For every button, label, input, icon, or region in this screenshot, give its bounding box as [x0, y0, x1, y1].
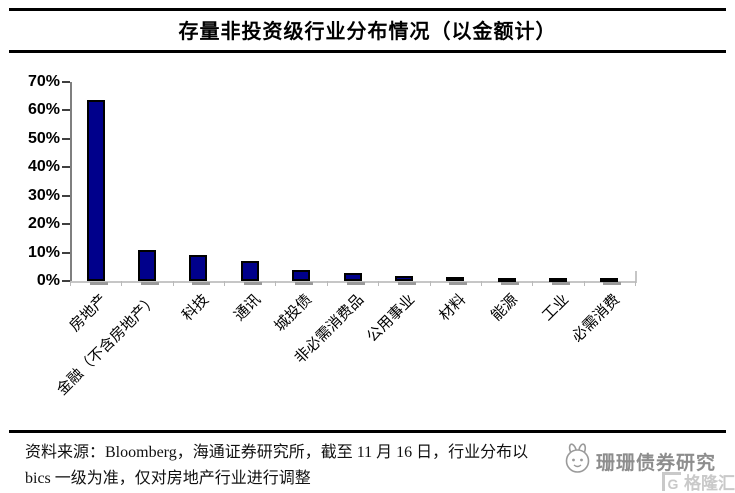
- title-divider: [9, 50, 726, 53]
- bar-shadow: [243, 282, 262, 285]
- chart-title: 存量非投资级行业分布情况（以金额计）: [178, 21, 557, 43]
- gelonghui-g-icon: G: [662, 472, 681, 492]
- bar-shadow: [603, 282, 622, 285]
- bar-chart: 0% 10% 20% 30% 40% 50% 60% 70% 房地产 金融（不含房地产） 科技 通讯城…: [0, 60, 735, 430]
- y-axis-tick-label: 70%: [27, 73, 60, 90]
- bar-shadow: [551, 282, 570, 285]
- y-axis-tick-label: 10%: [27, 243, 60, 261]
- source-note-line2: bics 一级为准，仅对房地产行业进行调整: [25, 470, 311, 487]
- bar-shadow: [500, 282, 519, 285]
- source-note: 资料来源：Bloomberg，海通证券研究所，截至 11 月 16 日，行业分布…: [25, 440, 645, 492]
- gelonghui-logo: G 格隆汇: [662, 469, 735, 493]
- y-axis-tick: [62, 194, 70, 197]
- plot-right-edge: [635, 271, 637, 281]
- y-axis-tick: [62, 109, 70, 112]
- y-axis-tick: [62, 280, 70, 282]
- y-axis-tick-label: 60%: [27, 101, 60, 119]
- bar: [189, 255, 208, 281]
- bar: [600, 278, 619, 282]
- y-axis-tick: [62, 81, 70, 83]
- x-axis-tick: [275, 281, 277, 286]
- bar-shadow: [89, 282, 108, 285]
- bar: [292, 269, 311, 281]
- bar-shadow: [449, 282, 468, 285]
- y-axis-line: [70, 82, 72, 281]
- bar: [138, 249, 157, 281]
- bar: [497, 278, 516, 282]
- x-axis-tick: [121, 281, 123, 286]
- y-axis-tick-label: 30%: [27, 186, 60, 204]
- x-axis-tick: [224, 281, 226, 286]
- bar: [343, 273, 362, 281]
- bar-shadow: [141, 282, 160, 285]
- y-axis-tick: [62, 251, 70, 254]
- bar-shadow: [346, 282, 365, 285]
- bar: [86, 99, 105, 281]
- y-axis-tick-label: 40%: [27, 158, 60, 176]
- footer-divider: [9, 430, 726, 433]
- bar-shadow: [295, 282, 314, 285]
- bar: [394, 275, 413, 281]
- x-axis-tick: [378, 281, 380, 286]
- y-axis-tick-label: 20%: [27, 215, 60, 233]
- y-axis-tick: [62, 137, 70, 140]
- bar-shadow: [192, 282, 211, 285]
- y-axis-tick: [62, 223, 70, 226]
- x-axis-tick: [172, 281, 174, 286]
- y-axis-tick-label: 0%: [36, 272, 60, 289]
- x-axis-tick: [326, 281, 328, 286]
- x-axis-tick: [429, 281, 431, 286]
- bar: [446, 276, 465, 281]
- bar: [240, 260, 259, 281]
- x-axis-tick: [583, 281, 585, 286]
- x-axis-tick: [532, 281, 534, 286]
- top-divider: [9, 8, 726, 11]
- x-axis-tick: [635, 281, 636, 286]
- bar: [548, 278, 567, 282]
- y-axis-tick-label: 50%: [27, 129, 60, 147]
- gelonghui-logo-text: 格隆汇: [684, 474, 735, 493]
- y-axis-tick: [62, 166, 70, 169]
- bar-shadow: [397, 282, 416, 285]
- x-axis-tick: [70, 281, 71, 286]
- source-note-line1: 资料来源：Bloomberg，海通证券研究所，截至 11 月 16 日，行业分布…: [25, 444, 529, 461]
- x-axis-tick: [480, 281, 482, 286]
